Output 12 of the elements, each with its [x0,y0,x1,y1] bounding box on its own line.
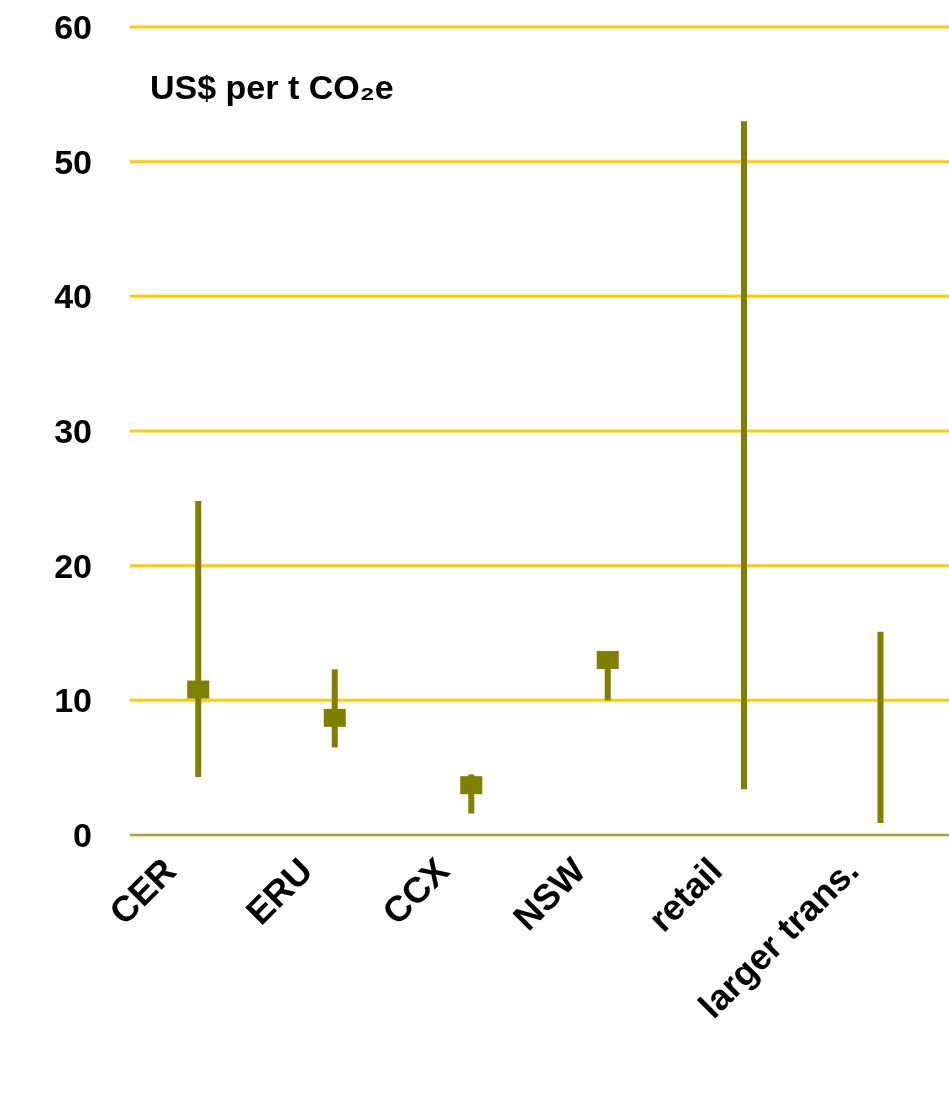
point [460,776,483,795]
y-tick-label: 30 [54,412,92,451]
y-tick-label: 50 [54,142,92,181]
y-tick-label: 40 [54,277,92,316]
y-tick-label: 20 [54,546,92,585]
point [187,680,210,699]
y-tick-label: 10 [54,681,92,720]
y-tick-label: 0 [73,816,92,855]
point [596,650,619,669]
y-axis-title: US$ per t CO₂e [150,68,394,107]
y-tick-label: 60 [54,8,92,47]
point [323,708,346,727]
